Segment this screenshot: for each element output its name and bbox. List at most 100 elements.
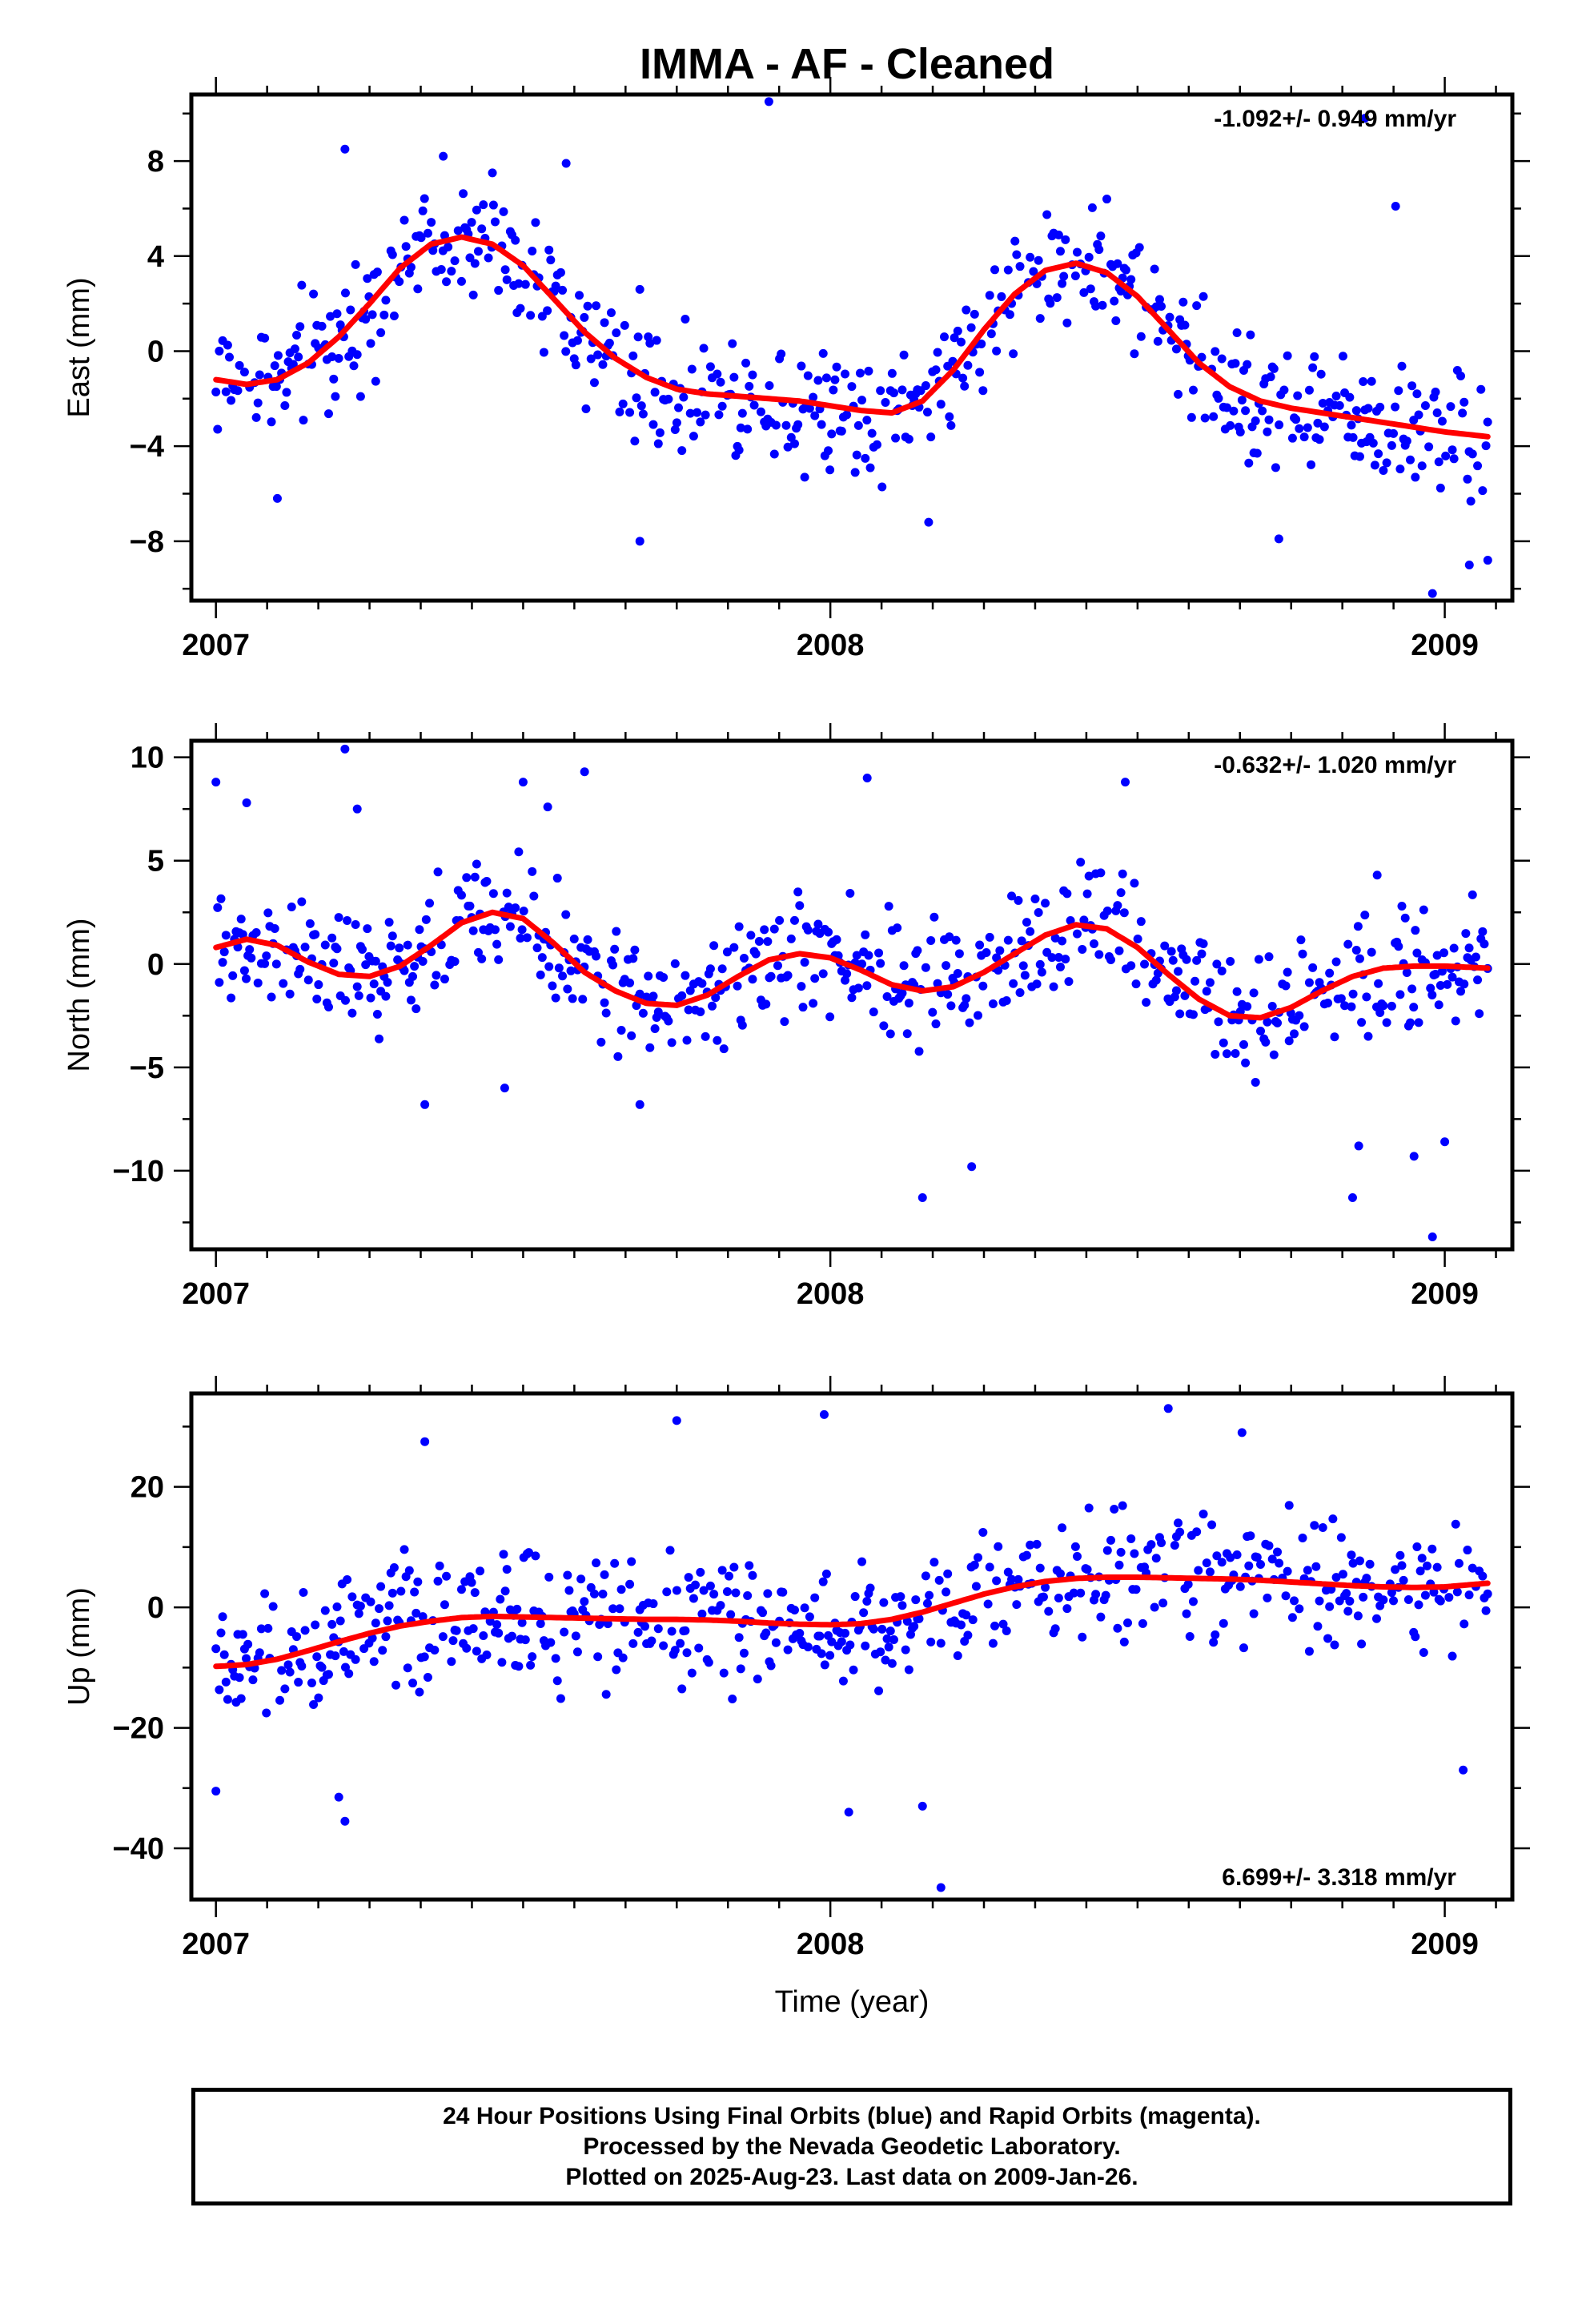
- data-point: [778, 1587, 788, 1597]
- data-point: [857, 1557, 867, 1566]
- data-point: [1379, 1001, 1388, 1011]
- data-point: [974, 1553, 983, 1562]
- data-point: [531, 1551, 540, 1561]
- data-point: [1138, 1618, 1147, 1628]
- data-point: [729, 1562, 739, 1572]
- data-point: [1452, 1587, 1462, 1597]
- data-point: [563, 984, 572, 994]
- data-point: [672, 1586, 681, 1595]
- y-tick-label: 10: [130, 742, 164, 775]
- data-point: [1212, 959, 1222, 969]
- data-point: [810, 1593, 820, 1602]
- data-point: [933, 979, 942, 988]
- data-point: [901, 1645, 910, 1655]
- data-point: [618, 1653, 628, 1663]
- data-point: [636, 401, 646, 411]
- data-point: [453, 226, 463, 235]
- data-point: [1319, 422, 1329, 432]
- data-point: [813, 376, 823, 385]
- data-point: [628, 351, 638, 360]
- data-point: [963, 1630, 973, 1640]
- data-point: [1116, 1547, 1126, 1557]
- data-point: [1153, 336, 1162, 346]
- data-point: [974, 1011, 983, 1020]
- data-point: [601, 1690, 611, 1699]
- data-point: [862, 981, 872, 991]
- data-point: [1054, 230, 1063, 239]
- data-point: [479, 1631, 488, 1641]
- data-point: [340, 995, 350, 1005]
- data-point: [1296, 935, 1306, 945]
- data-point: [528, 866, 537, 876]
- data-point: [1061, 955, 1070, 964]
- data-point: [285, 1667, 295, 1677]
- data-point: [1456, 987, 1466, 996]
- data-point: [672, 1416, 681, 1425]
- data-point: [1264, 1541, 1274, 1550]
- data-point: [1336, 994, 1346, 1003]
- data-point: [372, 267, 382, 277]
- data-point: [1180, 320, 1190, 330]
- y-tick-label: 4: [147, 240, 164, 274]
- data-point: [771, 1638, 781, 1647]
- data-point: [650, 1024, 660, 1034]
- data-point: [627, 1031, 636, 1040]
- x-tick-label: 2008: [797, 1928, 865, 1961]
- data-point: [874, 1686, 884, 1695]
- data-point: [933, 348, 942, 357]
- data-point: [1476, 384, 1486, 394]
- data-point: [709, 1590, 719, 1599]
- data-point: [992, 1576, 1002, 1586]
- data-point: [378, 1646, 387, 1655]
- data-point: [845, 889, 855, 899]
- data-point: [818, 1577, 828, 1586]
- data-point: [1387, 1001, 1396, 1011]
- data-point: [633, 1627, 643, 1637]
- data-point: [215, 978, 224, 987]
- data-point: [978, 386, 988, 396]
- data-point: [1345, 1596, 1355, 1606]
- data-point: [962, 1610, 971, 1620]
- data-point: [425, 899, 435, 908]
- data-point: [1222, 1049, 1231, 1059]
- data-point: [1202, 987, 1211, 996]
- data-point: [1009, 979, 1018, 988]
- data-point: [1273, 1018, 1283, 1027]
- data-point: [1175, 1009, 1185, 1019]
- data-point: [693, 408, 702, 417]
- north-frame: [189, 738, 1515, 1252]
- data-point: [1402, 436, 1411, 446]
- data-point: [332, 309, 342, 319]
- data-point: [885, 1626, 895, 1636]
- data-point: [975, 940, 985, 950]
- data-point: [667, 1626, 677, 1636]
- data-point: [1423, 1561, 1432, 1570]
- data-point: [1022, 1550, 1031, 1560]
- data-point: [1119, 1637, 1129, 1647]
- data-point: [340, 744, 350, 754]
- data-point: [936, 1638, 946, 1648]
- data-point: [1192, 1527, 1202, 1537]
- data-point: [687, 364, 697, 374]
- data-point: [563, 1570, 572, 1580]
- data-point: [1219, 1038, 1228, 1047]
- data-point: [1318, 1522, 1327, 1532]
- data-point: [1284, 1036, 1294, 1046]
- data-point: [800, 472, 809, 482]
- data-point: [363, 274, 372, 283]
- data-point: [1271, 463, 1280, 472]
- data-point: [1239, 1643, 1248, 1653]
- data-point: [1391, 1565, 1400, 1574]
- data-point: [1219, 1618, 1228, 1628]
- data-point: [290, 344, 299, 354]
- data-point: [1475, 1009, 1484, 1019]
- data-point: [1116, 287, 1126, 296]
- data-point: [766, 1661, 776, 1671]
- data-point: [1014, 1574, 1023, 1584]
- data-point: [676, 1638, 685, 1648]
- data-point: [746, 931, 756, 940]
- data-point: [1432, 1562, 1442, 1572]
- data-point: [403, 1663, 412, 1673]
- data-point: [1412, 389, 1422, 399]
